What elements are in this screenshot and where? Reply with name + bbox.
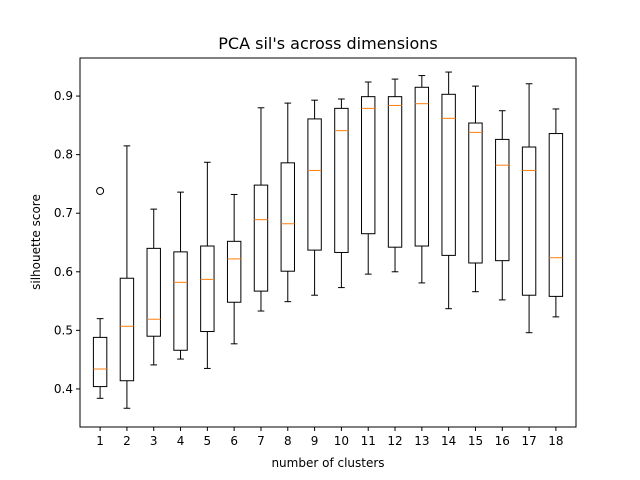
x-tick-label: 1 — [96, 434, 104, 448]
y-tick-label: 0.9 — [54, 89, 73, 103]
boxes-layer — [92, 71, 564, 409]
plot-area-frame — [79, 57, 577, 428]
y-tick-label: 0.8 — [54, 148, 73, 162]
x-tick-label: 11 — [361, 434, 376, 448]
box-group-4 — [173, 191, 188, 360]
x-tick-label: 3 — [150, 434, 158, 448]
x-tick-label: 4 — [177, 434, 185, 448]
x-tick-label: 9 — [311, 434, 319, 448]
iqr-box — [334, 107, 349, 253]
box-group-5 — [200, 161, 215, 369]
y-tick-label: 0.6 — [54, 265, 73, 279]
x-tick-label: 14 — [441, 434, 456, 448]
iqr-box — [226, 240, 242, 303]
box-group-16 — [495, 110, 510, 301]
y-axis: 0.4 0.5 0.6 0.7 0.8 0.9 — [54, 89, 80, 396]
x-tick-label: 16 — [495, 434, 510, 448]
flier-point — [96, 186, 105, 195]
x-tick-label: 10 — [334, 434, 349, 448]
iqr-box — [92, 336, 108, 388]
y-tick-label: 0.7 — [54, 206, 73, 220]
x-axis-label: number of clusters — [271, 456, 384, 470]
x-axis: 1 2 3 4 5 6 7 8 9 10 11 12 13 14 15 16 17 18 — [96, 427, 564, 448]
x-tick-label: 15 — [468, 434, 483, 448]
iqr-box — [521, 146, 537, 296]
iqr-box — [441, 93, 456, 256]
iqr-box — [307, 118, 322, 251]
box-group-12 — [387, 78, 403, 273]
x-tick-label: 5 — [204, 434, 212, 448]
box-group-15 — [468, 85, 483, 293]
box-group-7 — [253, 107, 269, 312]
x-tick-label: 12 — [387, 434, 402, 448]
x-tick-label: 7 — [257, 434, 265, 448]
box-group-2 — [119, 145, 135, 409]
box-group-17 — [521, 83, 537, 334]
iqr-box — [253, 184, 269, 292]
x-tick-label: 2 — [123, 434, 131, 448]
box-group-10 — [334, 98, 349, 289]
iqr-box — [200, 245, 215, 333]
x-tick-label: 13 — [414, 434, 429, 448]
box-group-18 — [548, 108, 564, 318]
box-group-1 — [92, 186, 108, 399]
chart-title: PCA sil's across dimensions — [218, 34, 438, 53]
x-tick-label: 17 — [521, 434, 536, 448]
box-group-9 — [307, 99, 322, 296]
y-tick-label: 0.4 — [54, 382, 73, 396]
box-group-14 — [441, 71, 456, 310]
iqr-box — [119, 277, 135, 382]
iqr-box — [361, 96, 376, 235]
x-tick-label: 18 — [548, 434, 563, 448]
y-axis-label: silhouette score — [29, 194, 43, 290]
box-group-13 — [414, 75, 430, 284]
iqr-box — [495, 138, 510, 262]
x-tick-label: 8 — [284, 434, 292, 448]
y-tick-label: 0.5 — [54, 323, 73, 337]
iqr-box — [548, 133, 564, 297]
box-group-6 — [226, 193, 242, 345]
iqr-box — [387, 96, 403, 248]
box-group-3 — [146, 208, 161, 366]
box-group-11 — [361, 81, 376, 275]
iqr-box — [280, 162, 295, 272]
box-group-8 — [280, 102, 295, 303]
iqr-box — [468, 122, 483, 264]
iqr-box — [414, 86, 430, 247]
x-tick-label: 6 — [230, 434, 238, 448]
iqr-box — [173, 251, 188, 351]
iqr-box — [146, 247, 161, 337]
